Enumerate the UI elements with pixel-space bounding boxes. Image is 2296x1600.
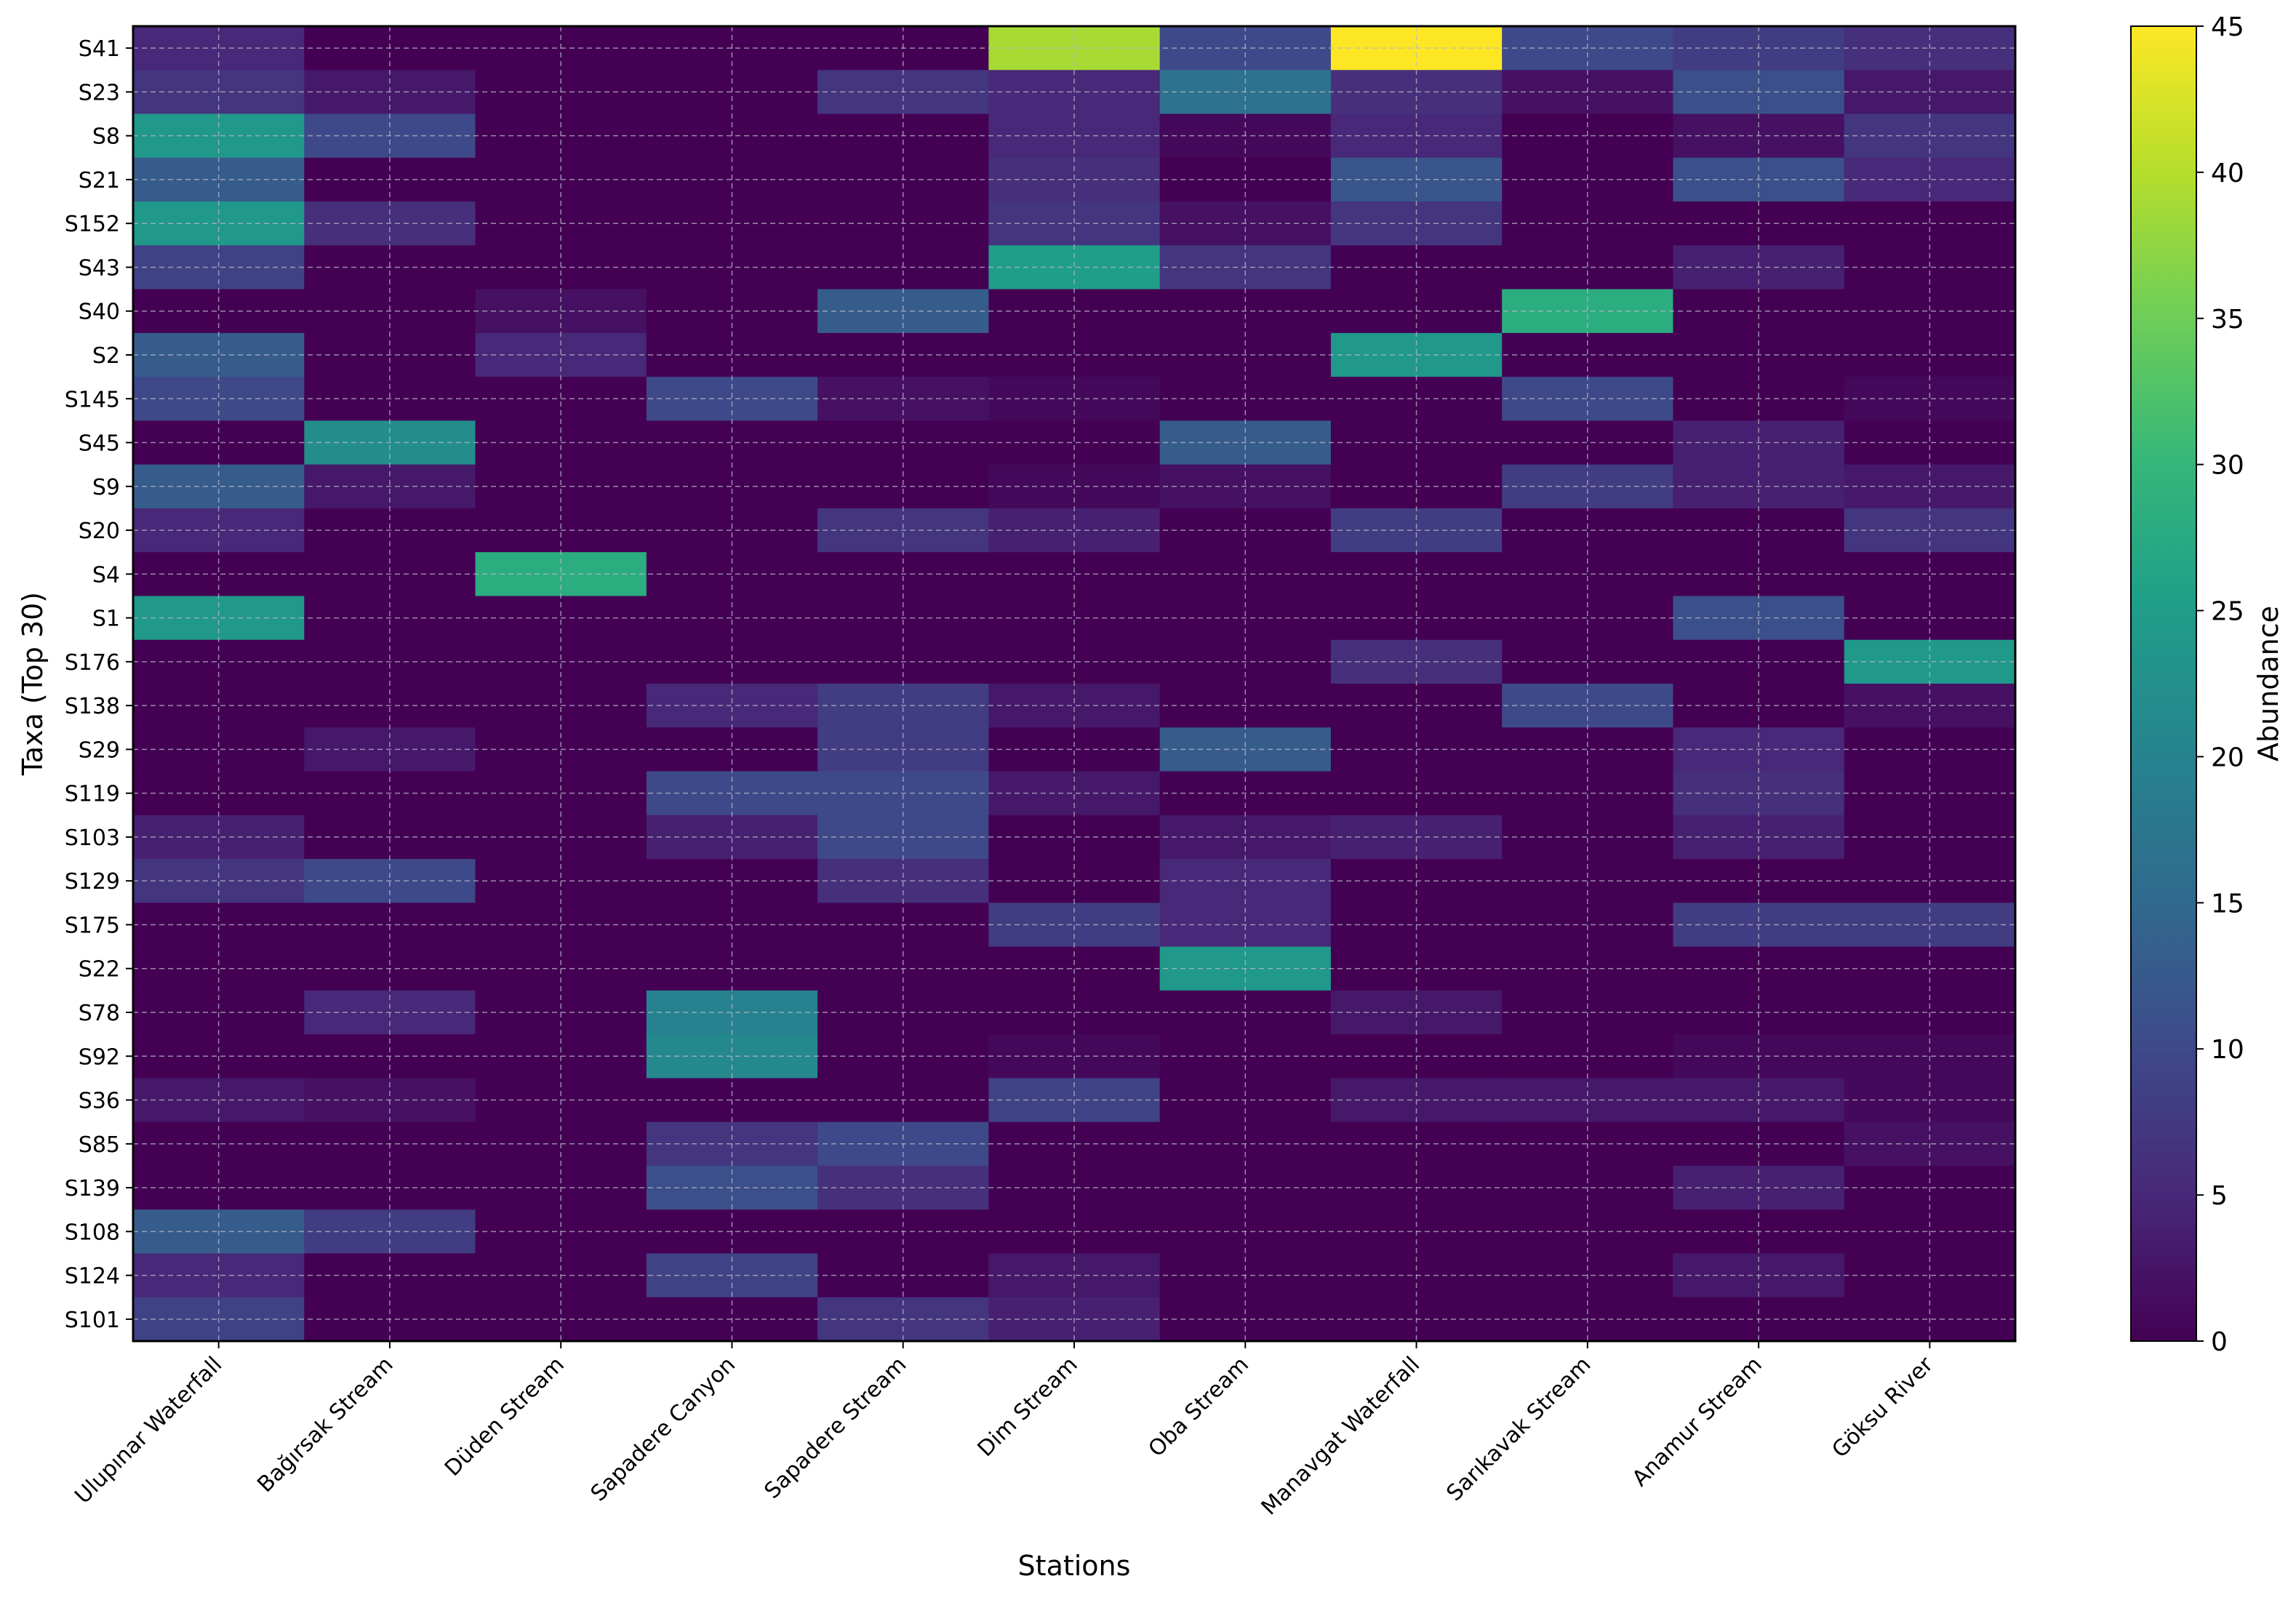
- y-tick-label: S103: [65, 825, 120, 851]
- y-tick-label: S36: [79, 1089, 120, 1114]
- y-tick-label: S9: [92, 475, 120, 500]
- colorbar-tick-label: 30: [2211, 451, 2244, 481]
- y-tick-label: S41: [79, 36, 120, 62]
- x-tick-label: Sapadere Stream: [759, 1352, 911, 1504]
- colorbar: [2130, 25, 2197, 1342]
- x-tick-label: Oba Stream: [1144, 1352, 1254, 1462]
- colorbar-tick-label: 20: [2211, 743, 2244, 772]
- y-tick-label: S78: [79, 1001, 120, 1026]
- y-axis-title: Taxa (Top 30): [17, 592, 49, 776]
- colorbar-ticks: 0 5 10 15 20 25 30 35 40 45: [2196, 12, 2244, 1357]
- x-tick-label: Sarıkavak Stream: [1441, 1352, 1596, 1506]
- y-tick-label: S92: [79, 1044, 120, 1070]
- y-tick-label: S152: [65, 212, 120, 237]
- y-tick-label: S108: [65, 1220, 120, 1245]
- colorbar-tick-label: 15: [2211, 889, 2244, 919]
- y-tick-label: S1: [92, 607, 120, 632]
- colorbar-tick-label: 10: [2211, 1035, 2244, 1065]
- grid-lines: [133, 26, 2015, 1341]
- x-tick-label: Göksu River: [1827, 1351, 1938, 1463]
- x-tick-label: Dim Stream: [973, 1352, 1083, 1462]
- y-tick-label: S43: [79, 255, 120, 281]
- y-tick-label: S175: [65, 913, 120, 938]
- y-tick-label: S145: [65, 387, 120, 412]
- y-tick-label: S29: [79, 737, 120, 763]
- colorbar-tick-label: 0: [2211, 1327, 2228, 1357]
- colorbar-tick-label: 35: [2211, 305, 2244, 335]
- y-tick-label: S23: [79, 80, 120, 105]
- x-tick-labels: Ulupınar Waterfall Bağırsak Stream Düden S…: [70, 1341, 1938, 1520]
- colorbar-tick-label: 5: [2211, 1181, 2228, 1211]
- colorbar-label: Abundance: [2252, 606, 2284, 761]
- y-tick-labels: S41 S23 S8 S21 S152 S43 S40 S2 S145 S45 S9 S20 S4 S1 S…: [65, 36, 133, 1333]
- x-tick-label: Ulupınar Waterfall: [70, 1352, 227, 1509]
- y-tick-label: S101: [65, 1308, 120, 1333]
- y-tick-label: S138: [65, 694, 120, 719]
- x-tick-label: Bağırsak Stream: [252, 1352, 398, 1497]
- y-tick-label: S20: [79, 519, 120, 544]
- colorbar-tick-label: 40: [2211, 159, 2244, 188]
- y-tick-label: S21: [79, 168, 120, 193]
- y-tick-label: S129: [65, 869, 120, 895]
- y-tick-label: S8: [92, 124, 120, 150]
- y-tick-label: S119: [65, 782, 120, 807]
- y-tick-label: S40: [79, 300, 120, 325]
- x-tick-label: Sapadere Canyon: [586, 1352, 740, 1506]
- x-tick-label: Manavgat Waterfall: [1257, 1352, 1425, 1521]
- y-tick-label: S85: [79, 1132, 120, 1158]
- colorbar-tick-label: 45: [2211, 12, 2244, 42]
- y-tick-label: S176: [65, 650, 120, 676]
- y-tick-label: S139: [65, 1176, 120, 1201]
- x-tick-label: Düden Stream: [440, 1352, 569, 1481]
- y-tick-label: S45: [79, 431, 120, 457]
- y-tick-label: S124: [65, 1264, 120, 1289]
- x-axis-title: Stations: [1018, 1550, 1131, 1582]
- y-tick-label: S22: [79, 957, 120, 983]
- x-tick-label: Anamur Stream: [1628, 1352, 1767, 1492]
- y-tick-label: S2: [92, 343, 120, 369]
- colorbar-tick-label: 25: [2211, 597, 2244, 627]
- y-tick-label: S4: [92, 562, 120, 588]
